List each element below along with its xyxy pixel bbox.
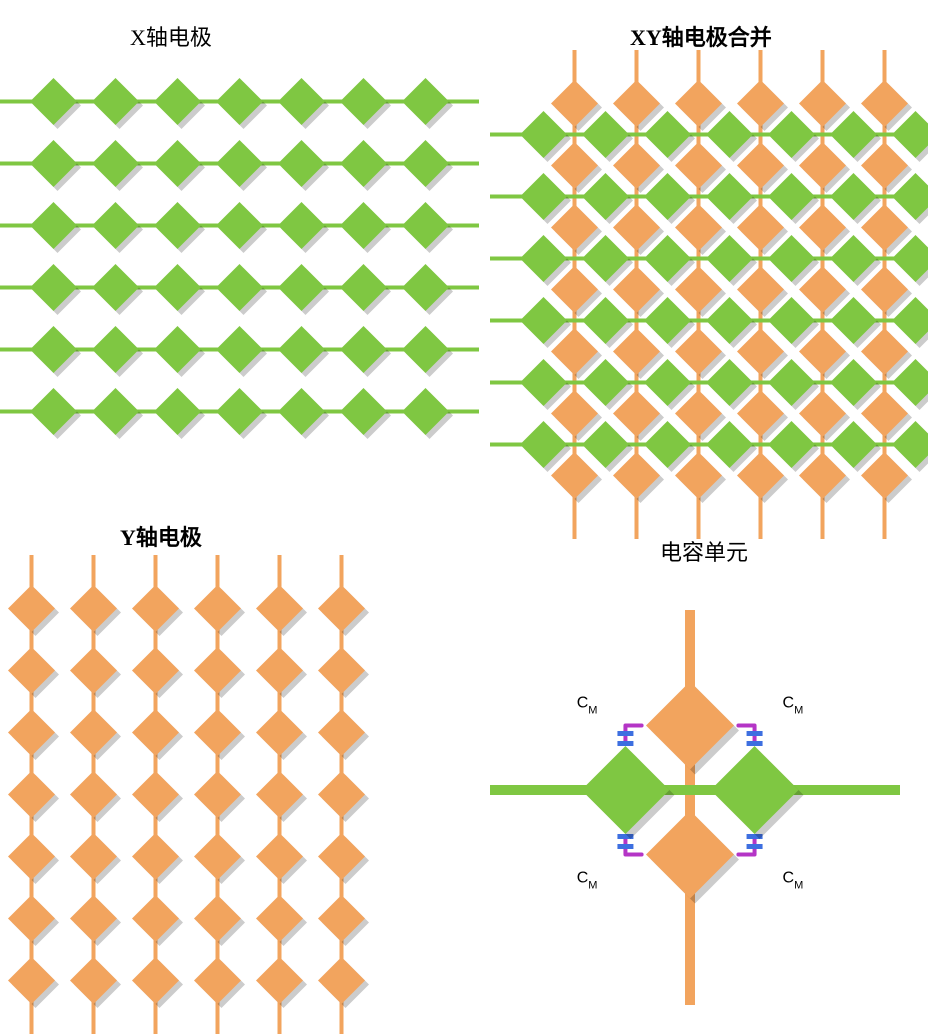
title-x-electrode: X轴电极 <box>130 20 212 52</box>
title-cap-unit: 电容单元 <box>660 535 748 567</box>
title-y-electrode: Y轴电极 <box>120 520 202 552</box>
svg-text:CM: CM <box>783 870 804 892</box>
svg-text:CM: CM <box>577 870 598 892</box>
svg-text:CM: CM <box>577 694 598 716</box>
x-electrode-diagram <box>0 70 479 443</box>
xy-merge-diagram <box>490 50 928 539</box>
title-xy-merge: XY轴电极合并 <box>630 20 772 52</box>
y-electrode-diagram <box>0 555 373 1034</box>
cap-unit-diagram: CM CM CM CM <box>460 590 920 1010</box>
svg-text:CM: CM <box>783 694 804 716</box>
